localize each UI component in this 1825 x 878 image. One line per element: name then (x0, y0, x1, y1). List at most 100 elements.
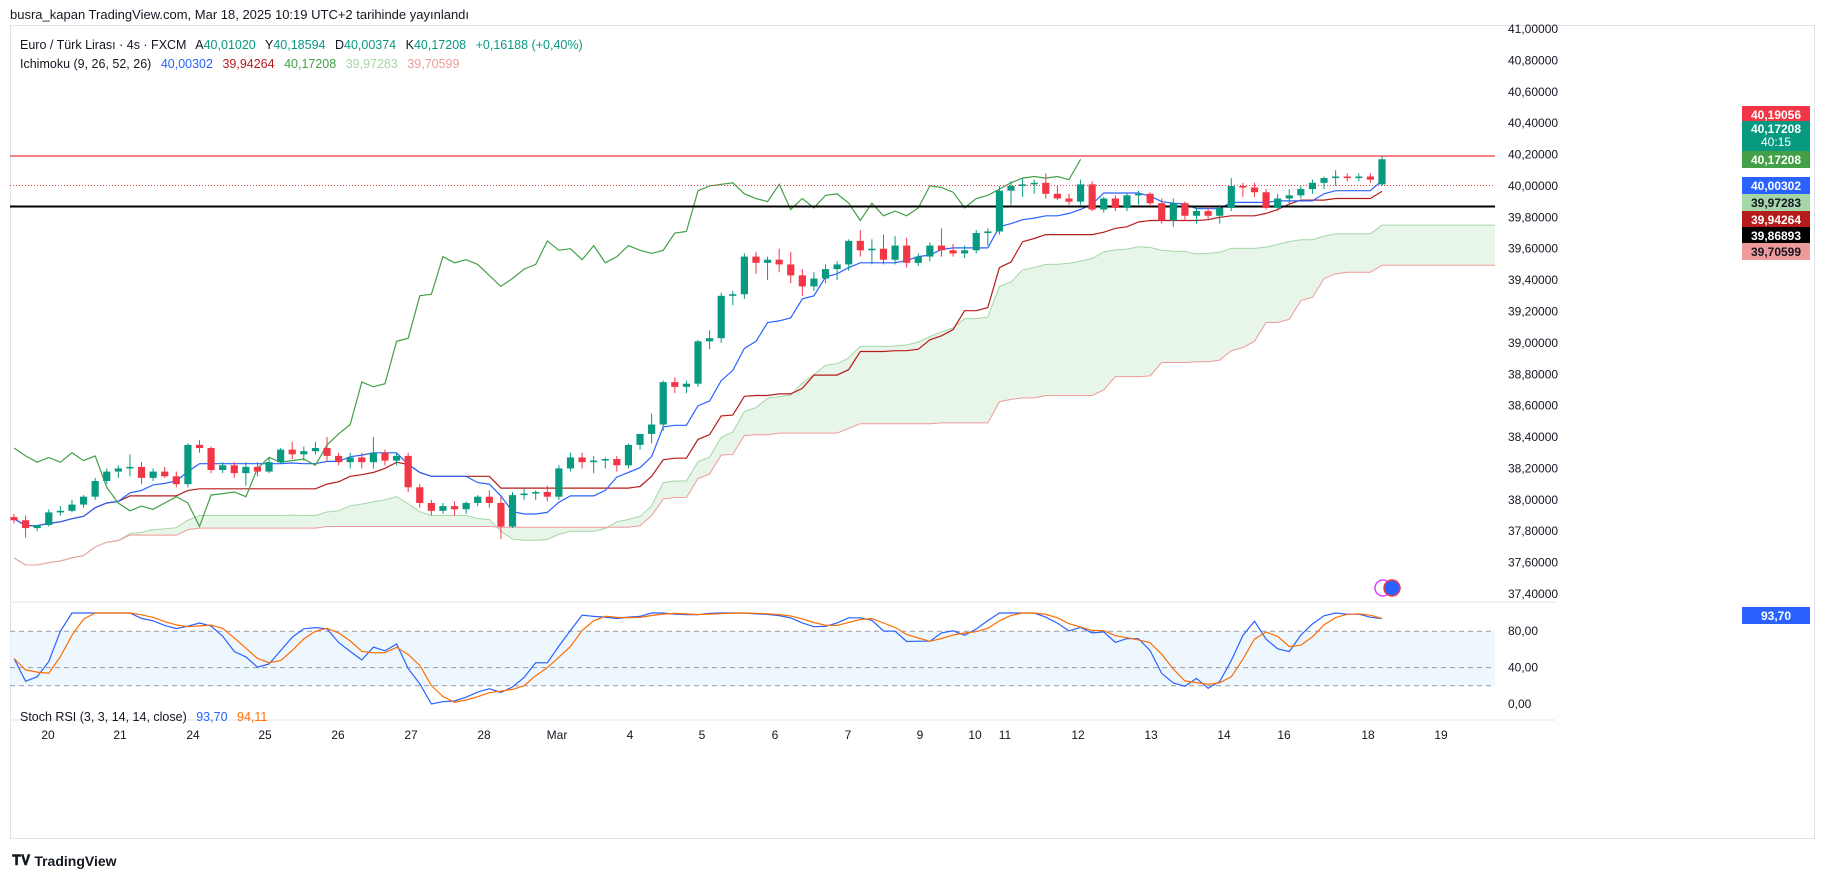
price-tick-label: 39,80000 (1508, 210, 1558, 224)
candle (937, 228, 946, 257)
ichimoku-label[interactable]: Ichimoku (9, 26, 52, 26) (20, 57, 152, 71)
candle (926, 242, 934, 262)
stoch-rsi-label[interactable]: Stoch RSI (3, 3, 14, 14, close) (20, 710, 187, 724)
symbol-title[interactable]: Euro / Türk Lirası · 4s · FXCM (20, 38, 187, 52)
tag-countdown: 40:15 (1760, 135, 1792, 149)
candle-body (1111, 198, 1119, 208)
candle-body (56, 510, 64, 513)
candle (10, 513, 18, 524)
candle (242, 462, 250, 486)
grid (10, 601, 1555, 603)
candle-body (972, 233, 980, 251)
chart-frame[interactable] (10, 25, 1815, 839)
candle-body (323, 448, 331, 456)
candle (590, 455, 598, 474)
time-tick-label: 16 (1277, 728, 1291, 742)
candle (1134, 190, 1143, 205)
price-tick-label: 39,60000 (1508, 242, 1558, 256)
candle (68, 499, 76, 513)
candle-body (1169, 203, 1177, 221)
candle-body (300, 451, 308, 455)
candle-body (613, 459, 621, 466)
price-tag: 40,17208 40:15 (1742, 121, 1810, 151)
candle (891, 236, 899, 265)
candle-body (1262, 192, 1270, 208)
time-tick-label: 12 (1071, 728, 1085, 742)
candle (821, 264, 830, 284)
candle (914, 253, 922, 266)
candle (1076, 179, 1085, 205)
horizontal-lines[interactable] (10, 155, 1495, 208)
candle (694, 339, 702, 387)
candle (868, 239, 876, 265)
candle-body (219, 465, 227, 471)
candle-body (1123, 195, 1131, 208)
tv-logo-icon: 𝐓𝐕 (12, 852, 31, 868)
time-tick-label: 4 (627, 728, 634, 742)
time-axis[interactable]: 20 21 24 25 26 27 28 Mar 4 5 6 7 9 10 11 12 13 14 16 18 19 (41, 728, 1448, 742)
candle (740, 253, 748, 299)
price-legend: Euro / Türk Lirası · 4s · FXCM A40,01020… (20, 38, 589, 52)
candle-body (810, 278, 818, 287)
candle-body (1216, 207, 1224, 216)
stoch-tag: 93,70 (1742, 607, 1810, 624)
candle-body (798, 275, 806, 287)
candle (184, 443, 192, 488)
time-tick-label: 9 (917, 728, 924, 742)
candle (161, 466, 169, 478)
candle-body (1204, 211, 1212, 216)
candle (845, 239, 853, 271)
candle-body (543, 491, 551, 497)
time-tick-label: 10 (968, 728, 982, 742)
candle-body (1297, 189, 1305, 196)
candle-body (914, 256, 922, 263)
candle (172, 471, 180, 488)
price-tick-label: 38,20000 (1508, 461, 1558, 475)
candle (1320, 176, 1328, 190)
candle (1378, 156, 1386, 186)
candle-body (856, 240, 864, 251)
candle-body (91, 481, 99, 497)
candle-body (1332, 176, 1340, 179)
candle (961, 245, 969, 259)
price-tick-label: 39,40000 (1508, 273, 1558, 287)
candle-body (1181, 203, 1189, 216)
open-value: 40,01020 (203, 38, 256, 52)
candle-body (590, 460, 598, 463)
price-axis[interactable]: 41,00000 40,80000 40,60000 40,40000 40,20000… (1508, 22, 1558, 601)
price-tick-label: 40,40000 (1508, 116, 1558, 130)
price-tag: 39,86893 (1742, 227, 1810, 244)
candle (984, 228, 992, 246)
price-tick-label: 38,40000 (1508, 430, 1558, 444)
candle-body (775, 259, 783, 265)
candle-body (578, 457, 586, 463)
time-tick-label: Mar (547, 728, 568, 742)
candle (508, 491, 517, 529)
candle (1065, 193, 1073, 205)
candle (601, 457, 609, 469)
candle (346, 452, 354, 469)
candle-body (311, 448, 320, 452)
candle-body (21, 520, 30, 529)
tradingview-logo[interactable]: 𝐓𝐕 TradingView (12, 852, 117, 869)
span-b-value: 39,70599 (407, 57, 460, 71)
close-value: 40,17208 (413, 38, 467, 52)
candle (265, 457, 273, 474)
candle-body (416, 487, 424, 503)
candle (729, 291, 737, 306)
candle (1100, 196, 1108, 213)
candle-body (1088, 184, 1096, 210)
candle-body (126, 466, 134, 469)
candle-body (68, 504, 76, 511)
low-label: D (334, 38, 344, 52)
price-tag: 39,97283 (1742, 194, 1810, 211)
candle-body (1285, 195, 1293, 199)
candle-body (1250, 187, 1259, 193)
kijun-value: 39,94264 (222, 57, 275, 71)
candle (1216, 204, 1224, 224)
chart-markers (1374, 579, 1401, 597)
stoch-tick-label: 0,00 (1508, 697, 1532, 711)
stoch-d-value: 94,11 (237, 710, 268, 724)
candle (474, 495, 482, 507)
